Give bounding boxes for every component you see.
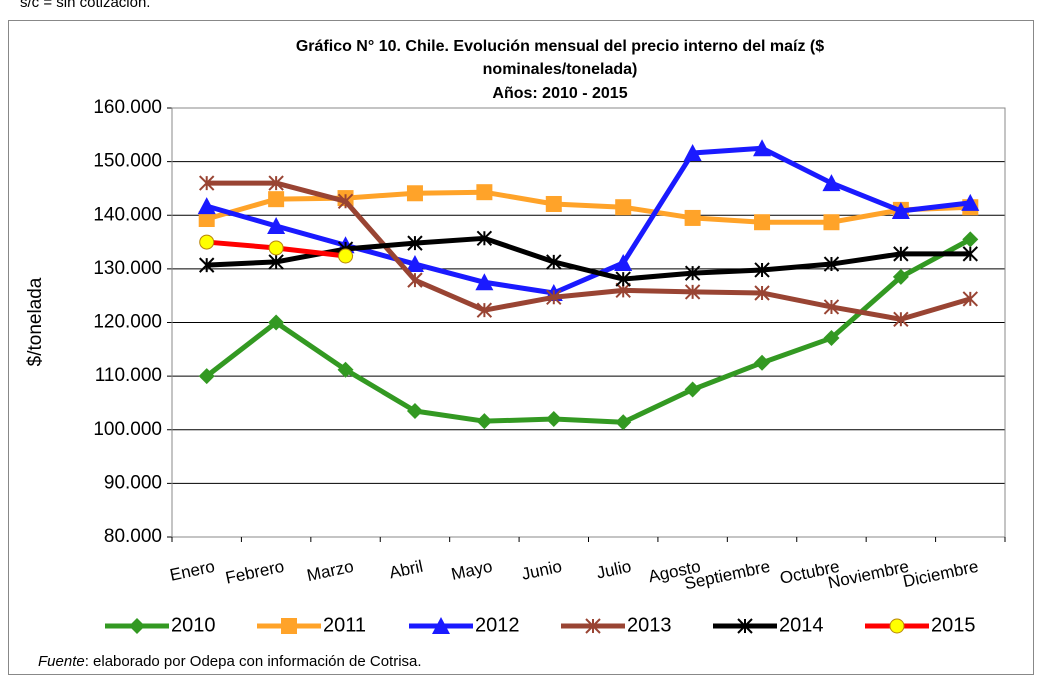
note: s/c = sin cotización. (20, 0, 150, 11)
point (432, 617, 450, 634)
point (199, 175, 215, 191)
y-tick-label: 160.000 (93, 97, 162, 118)
point (891, 201, 910, 219)
point (684, 284, 701, 300)
point (893, 246, 909, 262)
point (615, 271, 631, 287)
legend-label: 2012 (475, 614, 520, 636)
legend-label: 2014 (779, 614, 824, 636)
series-line (206, 145, 971, 296)
point (198, 368, 215, 385)
point (129, 618, 145, 634)
chart-title: nominales/tonelada) (483, 61, 638, 78)
point (614, 253, 633, 271)
point (199, 257, 215, 273)
series (197, 139, 980, 302)
y-tick-label: 140.000 (93, 204, 162, 225)
point (475, 273, 494, 291)
series-line (206, 235, 971, 282)
point (338, 248, 354, 264)
point (585, 618, 601, 634)
point (737, 618, 753, 634)
point (268, 175, 284, 191)
point (754, 262, 770, 278)
point (476, 302, 493, 318)
point (476, 230, 493, 247)
point (476, 413, 493, 430)
point (337, 361, 354, 378)
point (892, 268, 909, 285)
y-tick-label: 120.000 (93, 312, 162, 333)
point (823, 299, 840, 315)
y-tick-label: 130.000 (93, 258, 162, 279)
point (268, 240, 284, 256)
point (197, 197, 216, 215)
point (684, 265, 701, 281)
point (406, 185, 423, 202)
point (406, 402, 423, 419)
point (267, 216, 286, 234)
point (546, 289, 562, 306)
y-tick-label: 100.000 (93, 419, 162, 440)
point (268, 191, 285, 208)
point (822, 174, 841, 192)
point (754, 354, 771, 371)
legend-label: 2015 (931, 614, 976, 636)
point (754, 214, 771, 231)
series-line (206, 180, 971, 322)
point (615, 199, 632, 216)
point (476, 184, 493, 201)
source-label: Fuente (38, 653, 85, 670)
y-tick-label: 150.000 (93, 151, 162, 172)
point (407, 272, 423, 288)
point (684, 209, 701, 226)
point (545, 195, 562, 212)
chart-subtitle: Años: 2010 - 2015 (492, 85, 627, 102)
point (684, 381, 701, 398)
point (407, 235, 423, 251)
chart-title: Gráfico N° 10. Chile. Evolución mensual … (296, 38, 824, 55)
point (962, 231, 979, 248)
legend-label: 2013 (627, 614, 672, 636)
y-tick-label: 80.000 (104, 526, 162, 547)
point (823, 214, 840, 231)
point (405, 255, 424, 273)
point (683, 144, 702, 162)
chart-frame (8, 20, 1034, 675)
series-line (205, 237, 972, 425)
point (962, 291, 978, 307)
point (823, 256, 840, 272)
point (961, 193, 980, 211)
legend-label: 2011 (323, 614, 366, 636)
source: Fuente: elaborado por Odepa con informac… (38, 653, 422, 670)
point (753, 139, 772, 157)
series (199, 230, 978, 287)
point (893, 311, 909, 327)
legend-label: 2010 (171, 614, 216, 636)
series (199, 234, 354, 264)
series (199, 175, 978, 327)
point (889, 618, 905, 634)
series (198, 231, 979, 431)
point (268, 314, 285, 331)
point (546, 254, 562, 270)
source-text: : elaborado por Odepa con información de… (85, 653, 422, 670)
point (268, 254, 284, 270)
point (545, 411, 562, 428)
y-tick-label: 110.000 (95, 365, 162, 386)
y-tick-label: 90.000 (104, 472, 162, 493)
point (754, 285, 770, 301)
point (199, 234, 215, 250)
point (337, 193, 354, 210)
point (281, 618, 297, 634)
point (615, 414, 632, 431)
point (823, 330, 840, 347)
point (198, 211, 215, 228)
point (962, 246, 978, 262)
y-axis-label: $/tonelada (25, 277, 46, 366)
